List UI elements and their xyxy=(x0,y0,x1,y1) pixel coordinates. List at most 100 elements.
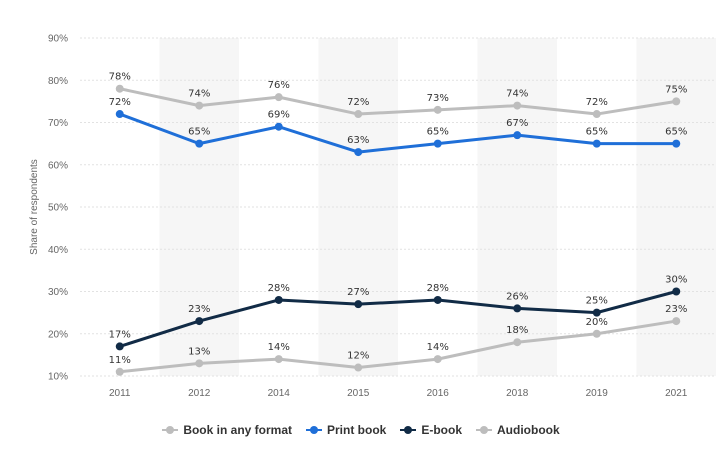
data-label-book-in-any-format: 76% xyxy=(268,80,290,91)
point-audiobook[interactable] xyxy=(354,363,363,372)
data-label-audiobook: 14% xyxy=(268,342,290,353)
data-label-book-in-any-format: 75% xyxy=(665,84,687,95)
point-print-book[interactable] xyxy=(115,110,124,119)
y-tick-label: 10% xyxy=(48,372,68,383)
x-tick-label: 2012 xyxy=(188,388,211,399)
x-axis-ticks: 2011 2012 2014 2015 2016 2018 2019 2021 xyxy=(109,388,688,399)
legend: Book in any format Print book E-book Audiob… xyxy=(0,423,722,437)
legend-marker-icon xyxy=(162,425,179,435)
point-book-in-any-format[interactable] xyxy=(274,93,283,102)
point-audiobook[interactable] xyxy=(115,367,124,376)
data-label-audiobook: 20% xyxy=(586,317,608,328)
point-audiobook[interactable] xyxy=(274,355,283,364)
legend-label: Audiobook xyxy=(497,423,560,437)
data-label-audiobook: 14% xyxy=(427,342,449,353)
y-tick-label: 30% xyxy=(48,287,68,298)
band-3 xyxy=(318,38,398,376)
point-e-book[interactable] xyxy=(354,300,363,309)
x-tick-label: 2014 xyxy=(268,388,291,399)
data-label-e-book: 27% xyxy=(347,287,369,298)
point-print-book[interactable] xyxy=(513,131,522,140)
point-e-book[interactable] xyxy=(115,342,124,351)
data-label-print-book: 65% xyxy=(427,127,449,138)
point-book-in-any-format[interactable] xyxy=(354,110,363,119)
series-line-book-in-any-format xyxy=(119,87,677,116)
x-tick-label: 2016 xyxy=(427,388,450,399)
x-tick-label: 2019 xyxy=(586,388,609,399)
y-tick-label: 90% xyxy=(48,34,68,45)
legend-item-e-book[interactable]: E-book xyxy=(400,423,462,437)
legend-marker-icon xyxy=(306,425,322,435)
y-tick-label: 40% xyxy=(48,245,68,256)
data-label-e-book: 25% xyxy=(586,296,608,307)
legend-marker-icon xyxy=(476,425,493,435)
data-label-print-book: 72% xyxy=(109,97,131,108)
legend-item-print-book[interactable]: Print book xyxy=(306,423,386,437)
data-label-print-book: 69% xyxy=(268,110,290,121)
x-tick-label: 2015 xyxy=(347,388,370,399)
y-tick-label: 50% xyxy=(48,203,68,214)
point-book-in-any-format[interactable] xyxy=(195,101,204,110)
y-tick-label: 80% xyxy=(48,76,68,87)
data-label-audiobook: 13% xyxy=(188,346,210,357)
data-label-print-book: 65% xyxy=(665,127,687,138)
point-audiobook[interactable] xyxy=(672,317,681,326)
data-label-print-book: 67% xyxy=(506,118,528,129)
data-label-audiobook: 12% xyxy=(347,351,369,362)
point-book-in-any-format[interactable] xyxy=(115,84,124,93)
data-label-e-book: 17% xyxy=(109,329,131,340)
point-print-book[interactable] xyxy=(354,148,363,157)
point-book-in-any-format[interactable] xyxy=(592,110,601,119)
point-print-book[interactable] xyxy=(433,139,442,148)
point-print-book[interactable] xyxy=(274,122,283,131)
series-lines xyxy=(119,87,677,374)
data-label-book-in-any-format: 73% xyxy=(427,93,449,104)
legend-item-book-in-any-format[interactable]: Book in any format xyxy=(162,423,292,437)
point-e-book[interactable] xyxy=(513,304,522,313)
point-audiobook[interactable] xyxy=(195,359,204,368)
data-label-print-book: 63% xyxy=(347,135,369,146)
data-label-print-book: 65% xyxy=(188,127,210,138)
series-line-print-book xyxy=(119,112,677,154)
data-label-audiobook: 18% xyxy=(506,325,528,336)
legend-label: E-book xyxy=(421,423,463,437)
point-audiobook[interactable] xyxy=(513,338,522,347)
point-e-book[interactable] xyxy=(592,308,601,317)
gridlines xyxy=(80,37,716,377)
legend-item-audiobook[interactable]: Audiobook xyxy=(476,423,560,437)
x-tick-label: 2021 xyxy=(665,388,688,399)
data-label-book-in-any-format: 74% xyxy=(188,89,210,100)
y-tick-label: 70% xyxy=(48,118,68,129)
data-label-e-book: 30% xyxy=(665,275,687,286)
legend-label: Print book xyxy=(327,423,387,437)
point-print-book[interactable] xyxy=(592,139,601,148)
data-label-e-book: 28% xyxy=(268,283,290,294)
point-book-in-any-format[interactable] xyxy=(433,105,442,114)
legend-label: Book in any format xyxy=(183,423,292,437)
data-label-e-book: 23% xyxy=(188,304,210,315)
data-label-print-book: 65% xyxy=(586,127,608,138)
point-e-book[interactable] xyxy=(672,287,681,296)
data-label-book-in-any-format: 78% xyxy=(109,72,131,83)
series-line-e-book xyxy=(119,290,677,348)
data-label-e-book: 26% xyxy=(506,291,528,302)
data-label-book-in-any-format: 72% xyxy=(347,97,369,108)
point-audiobook[interactable] xyxy=(592,329,601,338)
y-tick-label: 20% xyxy=(48,329,68,340)
point-book-in-any-format[interactable] xyxy=(513,101,522,110)
legend-marker-icon xyxy=(400,425,417,435)
point-print-book[interactable] xyxy=(195,139,204,148)
point-e-book[interactable] xyxy=(274,295,283,304)
data-label-book-in-any-format: 74% xyxy=(506,89,528,100)
point-audiobook[interactable] xyxy=(433,355,442,364)
data-labels: 78% 74% 76% 72% 73% 74% 72% 75% 72% 65% 69% 63% 65% 6… xyxy=(109,72,688,366)
point-e-book[interactable] xyxy=(433,295,442,304)
y-axis-ticks: 10% 20% 30% 40% 50% 60% 70% 80% 90% xyxy=(48,34,68,383)
point-print-book[interactable] xyxy=(672,139,681,148)
data-label-e-book: 28% xyxy=(427,283,449,294)
point-book-in-any-format[interactable] xyxy=(672,97,681,106)
point-e-book[interactable] xyxy=(195,317,204,326)
data-label-audiobook: 11% xyxy=(109,355,131,366)
data-label-audiobook: 23% xyxy=(665,304,687,315)
y-tick-label: 60% xyxy=(48,160,68,171)
